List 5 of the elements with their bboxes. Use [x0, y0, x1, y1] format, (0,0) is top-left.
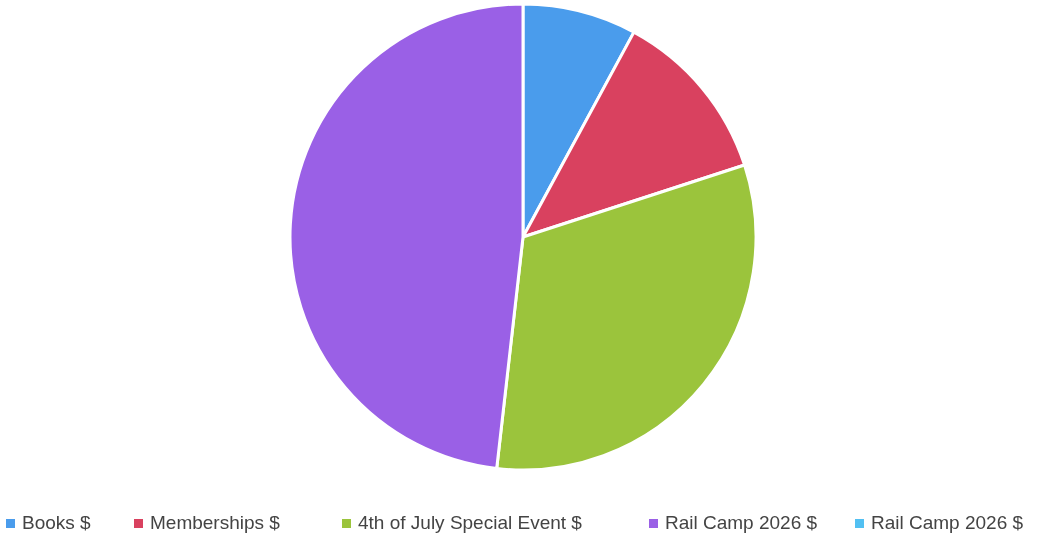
legend-label: Rail Camp 2026 $	[665, 512, 818, 534]
legend-label: Memberships $	[150, 512, 281, 534]
legend-label: Books $	[22, 512, 92, 534]
legend-label: Rail Camp 2026 $	[871, 512, 1024, 534]
legend-label: 4th of July Special Event $	[358, 512, 583, 534]
